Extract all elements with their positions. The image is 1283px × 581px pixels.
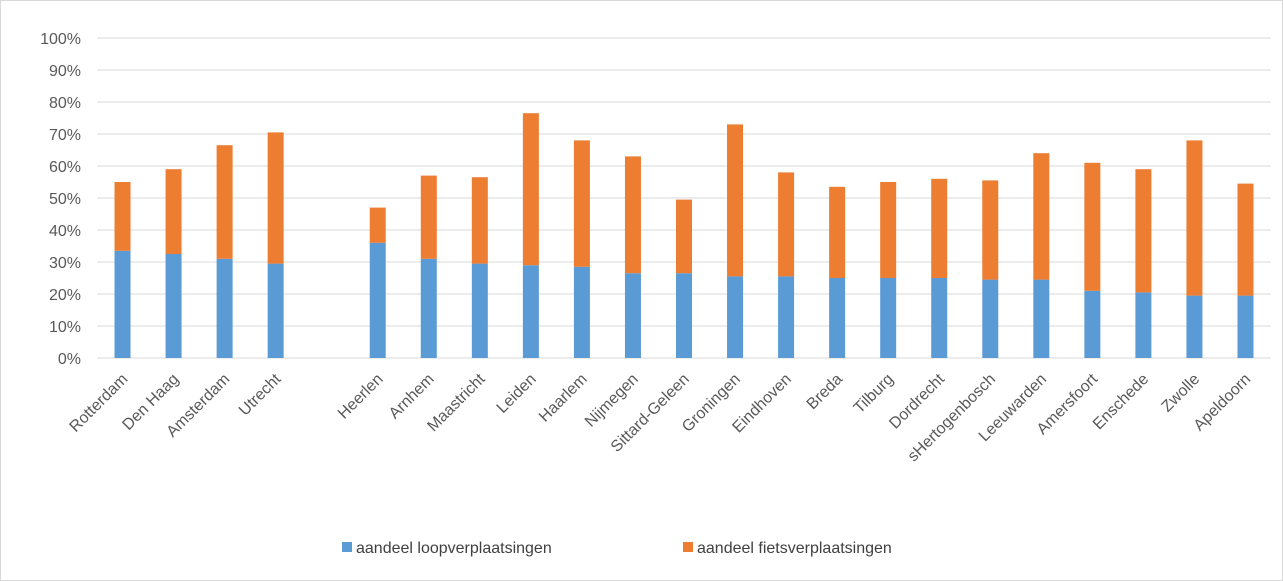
y-tick-label: 80% [49, 95, 81, 112]
legend-swatch-fietsverplaatsingen [683, 542, 693, 552]
bar-segment-loop-enschede [1135, 292, 1152, 358]
x-tick-label: Breda [804, 371, 846, 413]
bar-segment-fiets-apeldoorn [1237, 183, 1254, 296]
x-tick-label: Rotterdam [67, 371, 132, 436]
bar-segment-loop-haarlem [573, 266, 590, 358]
bar-segment-loop-nijmegen [624, 273, 641, 358]
bar-segment-loop-amsterdam [216, 258, 233, 358]
bar-segment-loop-tilburg [880, 278, 897, 358]
bar-segment-loop-den haag [165, 254, 182, 358]
bar-segment-loop-zwolle [1186, 295, 1203, 358]
bar-segment-fiets-zwolle [1186, 140, 1203, 296]
bar-segment-loop-rotterdam [114, 250, 131, 358]
legend-swatch-loopverplaatsingen [342, 542, 352, 552]
x-tick-label: Leiden [494, 371, 540, 417]
bar-segment-fiets-heerlen [369, 207, 386, 243]
y-tick-label: 50% [49, 191, 81, 208]
bar-segment-fiets-shertogenbosch [982, 180, 999, 280]
bar-segment-fiets-rotterdam [114, 182, 131, 251]
bar-segment-fiets-haarlem [573, 140, 590, 267]
y-tick-label: 90% [49, 63, 81, 80]
bar-segment-loop-apeldoorn [1237, 295, 1254, 358]
bar-segment-fiets-den haag [165, 169, 182, 254]
x-tick-label: Arnhem [386, 371, 438, 423]
x-tick-label: sHertogenbosch [905, 371, 999, 465]
bar-segment-loop-groningen [727, 276, 744, 358]
y-tick-label: 40% [49, 223, 81, 240]
y-tick-label: 70% [49, 127, 81, 144]
bar-segment-loop-leeuwarden [1033, 279, 1050, 358]
bar-segment-loop-eindhoven [778, 276, 795, 358]
bar-segment-loop-utrecht [267, 263, 284, 358]
bar-segment-fiets-sittard-geleen [676, 199, 692, 274]
x-tick-label: Utrecht [236, 370, 285, 419]
bar-segment-fiets-amersfoort [1084, 162, 1101, 291]
y-tick-label: 0% [58, 351, 81, 368]
y-tick-label: 10% [49, 319, 81, 336]
bar-segment-loop-arnhem [420, 258, 437, 358]
x-tick-label: Zwolle [1159, 371, 1204, 416]
bar-segment-loop-shertogenbosch [982, 279, 999, 358]
y-tick-label: 30% [49, 255, 81, 272]
bar-segment-fiets-amsterdam [216, 145, 233, 259]
y-tick-label: 20% [49, 287, 81, 304]
bar-segment-fiets-nijmegen [624, 156, 641, 274]
bar-segment-fiets-dordrecht [931, 178, 948, 278]
bar-segment-loop-leiden [522, 265, 539, 358]
bar-segment-loop-breda [829, 278, 846, 358]
x-tick-label: Heerlen [335, 371, 387, 423]
bar-segment-loop-amersfoort [1084, 290, 1101, 358]
y-tick-label: 60% [49, 159, 81, 176]
bar-segment-fiets-arnhem [420, 175, 437, 259]
bar-segment-loop-maastricht [471, 263, 488, 358]
legend-label-fietsverplaatsingen: aandeel fietsverplaatsingen [697, 540, 892, 557]
y-tick-label: 100% [40, 31, 81, 48]
x-tick-label: Enschede [1090, 371, 1152, 433]
bar-segment-fiets-eindhoven [778, 172, 795, 277]
bar-segment-fiets-utrecht [267, 132, 284, 264]
x-tick-label: Tilburg [851, 371, 897, 417]
legend: aandeel loopverplaatsingen aandeel fiets… [342, 540, 892, 557]
bar-segment-fiets-groningen [727, 124, 744, 277]
bar-segment-fiets-tilburg [880, 182, 897, 278]
bar-segment-fiets-leiden [522, 113, 539, 266]
bar-segment-fiets-breda [829, 186, 846, 278]
bar-segment-fiets-enschede [1135, 169, 1152, 293]
bars [114, 113, 1254, 358]
bar-segment-fiets-leeuwarden [1033, 153, 1050, 280]
bar-segment-fiets-maastricht [471, 177, 488, 264]
legend-label-loopverplaatsingen: aandeel loopverplaatsingen [356, 540, 552, 557]
bar-segment-loop-dordrecht [931, 278, 948, 358]
y-axis-tick-labels: 0% 10% 20% 30% 40% 50% 60% 70% 80% 90% 100% [40, 31, 81, 368]
bar-segment-loop-sittard-geleen [676, 273, 692, 358]
bar-segment-loop-heerlen [369, 242, 386, 358]
